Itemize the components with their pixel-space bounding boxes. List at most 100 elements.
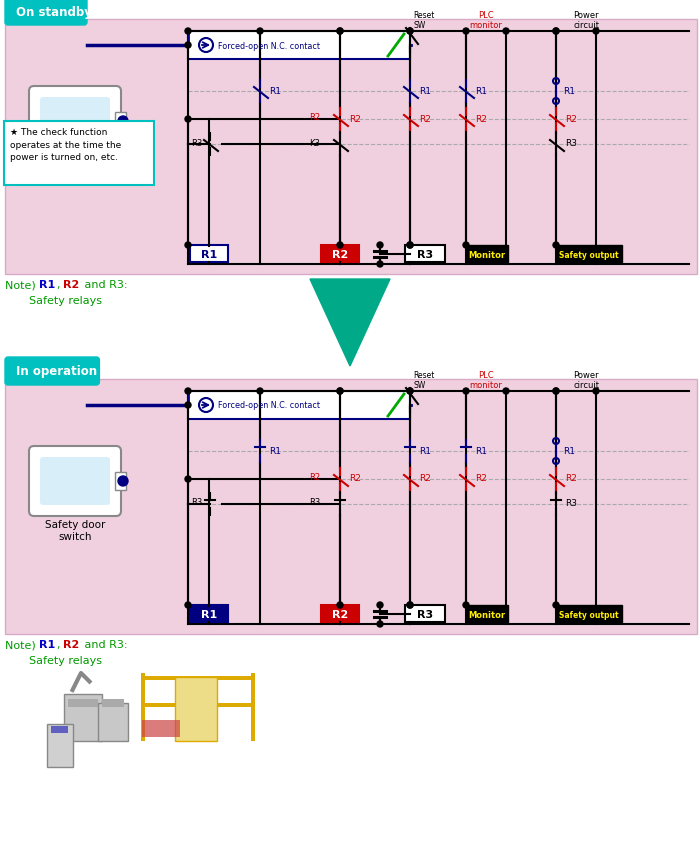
Text: R1: R1 <box>39 639 55 649</box>
FancyBboxPatch shape <box>29 446 121 517</box>
Text: Monitor: Monitor <box>468 609 505 619</box>
Bar <box>141 703 256 707</box>
Text: R1: R1 <box>475 86 487 95</box>
Circle shape <box>337 29 343 35</box>
Bar <box>5 20 697 274</box>
Text: R1: R1 <box>201 609 217 619</box>
Text: ★ The check function
operates at the time the
power is turned on, etc.: ★ The check function operates at the tim… <box>10 127 121 162</box>
Text: R2: R2 <box>309 113 320 122</box>
Text: R2: R2 <box>419 474 431 483</box>
Circle shape <box>377 262 383 268</box>
Text: K3: K3 <box>309 138 320 148</box>
Bar <box>321 246 359 262</box>
Text: R2: R2 <box>419 115 431 123</box>
Text: R1: R1 <box>475 446 487 455</box>
Bar <box>405 605 445 622</box>
Text: R2: R2 <box>63 279 79 289</box>
Circle shape <box>553 388 559 394</box>
Text: R3: R3 <box>565 499 577 508</box>
Text: PLC
monitor: PLC monitor <box>470 371 503 390</box>
Circle shape <box>377 621 383 627</box>
Text: Safety door
switch: Safety door switch <box>45 160 105 181</box>
Text: R1: R1 <box>419 86 431 95</box>
Text: Reset
SW: Reset SW <box>413 371 435 390</box>
Text: R3: R3 <box>191 138 202 148</box>
Circle shape <box>118 116 128 127</box>
Bar <box>405 246 445 262</box>
Text: Safety door
switch: Safety door switch <box>45 519 105 541</box>
Text: R1: R1 <box>201 250 217 260</box>
Circle shape <box>185 476 191 483</box>
Circle shape <box>185 29 191 35</box>
Text: R2: R2 <box>349 115 361 123</box>
Text: R1: R1 <box>563 446 575 455</box>
Bar <box>64 695 102 741</box>
Text: and R3:: and R3: <box>81 279 127 289</box>
Text: R3: R3 <box>309 498 320 507</box>
Circle shape <box>553 29 559 35</box>
Bar <box>556 605 622 622</box>
Bar <box>466 605 508 622</box>
Circle shape <box>553 243 559 249</box>
Bar <box>47 724 73 766</box>
Text: ,: , <box>57 639 64 649</box>
Polygon shape <box>310 279 390 366</box>
Bar <box>190 605 228 622</box>
Circle shape <box>185 388 191 394</box>
Text: R2: R2 <box>475 474 487 483</box>
Circle shape <box>553 388 559 394</box>
FancyBboxPatch shape <box>5 358 99 386</box>
FancyBboxPatch shape <box>5 0 87 26</box>
Circle shape <box>593 29 599 35</box>
Bar <box>115 113 126 131</box>
Circle shape <box>503 388 509 394</box>
Text: R2: R2 <box>63 639 79 649</box>
Circle shape <box>118 476 128 486</box>
Bar <box>556 246 622 262</box>
Text: PLC
monitor: PLC monitor <box>470 11 503 30</box>
Text: and R3:: and R3: <box>81 639 127 649</box>
Bar <box>142 720 181 737</box>
Text: On standby: On standby <box>16 6 92 19</box>
Circle shape <box>185 403 191 408</box>
Text: R2: R2 <box>565 474 577 483</box>
Circle shape <box>407 29 413 35</box>
Text: Reset
SW: Reset SW <box>413 11 435 30</box>
Circle shape <box>337 388 343 394</box>
FancyBboxPatch shape <box>40 457 110 506</box>
Text: R3: R3 <box>565 139 577 149</box>
Circle shape <box>407 29 413 35</box>
Text: Safety relays: Safety relays <box>29 295 102 306</box>
Bar <box>466 246 508 262</box>
Text: R2: R2 <box>565 115 577 123</box>
Text: R1: R1 <box>269 86 281 95</box>
Circle shape <box>407 388 413 394</box>
FancyBboxPatch shape <box>29 87 121 157</box>
Bar <box>115 473 126 490</box>
Text: R2: R2 <box>332 609 348 619</box>
FancyBboxPatch shape <box>4 122 154 186</box>
Circle shape <box>553 29 559 35</box>
Text: Note): Note) <box>5 279 39 289</box>
Text: R3: R3 <box>417 250 433 260</box>
Text: Forced-open N.C. contact: Forced-open N.C. contact <box>218 41 320 51</box>
Bar <box>141 674 145 741</box>
Bar <box>141 676 256 680</box>
Circle shape <box>463 603 469 609</box>
Circle shape <box>337 388 343 394</box>
Circle shape <box>407 243 413 249</box>
Text: R1: R1 <box>419 446 431 455</box>
Text: R2: R2 <box>332 250 348 260</box>
Circle shape <box>377 243 383 249</box>
Bar <box>174 678 217 741</box>
Text: Power
circuit: Power circuit <box>573 11 599 30</box>
Circle shape <box>185 603 191 609</box>
Bar <box>190 246 228 262</box>
Circle shape <box>257 29 263 35</box>
Circle shape <box>463 29 469 35</box>
Text: Monitor: Monitor <box>468 250 505 259</box>
Text: Power
circuit: Power circuit <box>573 371 599 390</box>
Bar <box>69 699 98 707</box>
Circle shape <box>377 603 383 609</box>
Circle shape <box>185 43 191 49</box>
